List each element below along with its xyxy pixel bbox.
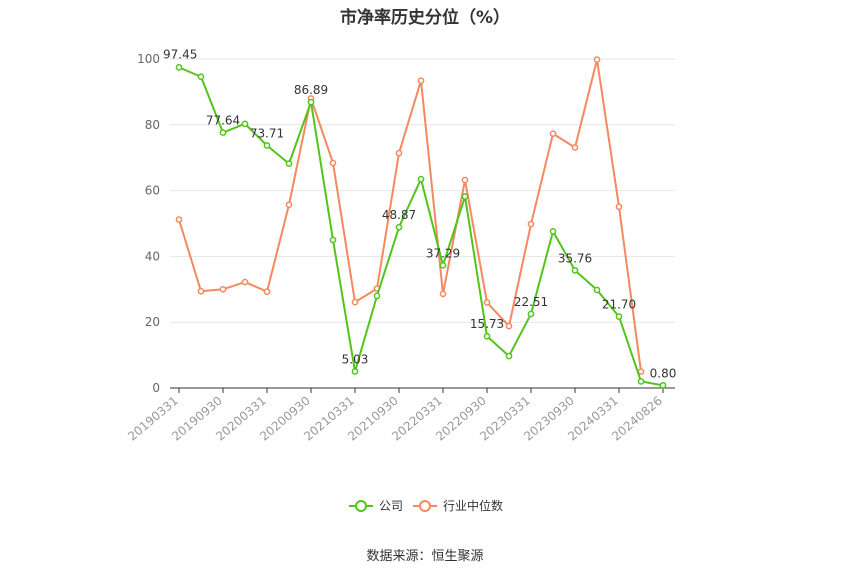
data-point (593, 56, 601, 64)
data-source: 数据来源：恒生聚源 (366, 549, 484, 564)
data-point (263, 142, 271, 149)
y-tick-label: 20 (145, 315, 160, 329)
data-label: 73.71 (250, 126, 284, 140)
data-point (637, 378, 645, 385)
data-point (571, 266, 579, 274)
legend-industry-label: 行业中位数 (443, 498, 503, 513)
data-label: 5.03 (342, 352, 369, 366)
data-label: 35.76 (558, 251, 592, 265)
data-point (549, 228, 557, 235)
data-point (527, 220, 535, 228)
data-point (395, 223, 403, 231)
data-label: 86.89 (294, 83, 328, 97)
data-point (219, 285, 227, 293)
data-point (505, 352, 513, 360)
data-point (417, 77, 425, 85)
data-point (615, 313, 623, 320)
data-point (615, 203, 623, 211)
data-point (175, 64, 183, 71)
data-point (505, 322, 513, 330)
data-point (395, 149, 403, 157)
data-point (197, 73, 205, 81)
data-point (549, 130, 557, 138)
data-label: 77.64 (206, 114, 240, 128)
data-point (527, 310, 535, 318)
y-tick-label: 40 (145, 249, 160, 263)
legend-company-label: 公司 (379, 499, 403, 513)
y-tick-label: 80 (145, 118, 160, 132)
data-point (285, 201, 293, 209)
data-point (417, 175, 425, 183)
data-point (461, 193, 469, 200)
data-point (241, 278, 249, 286)
data-point (285, 160, 293, 167)
data-point (329, 159, 337, 167)
data-point (263, 288, 271, 295)
legend-company-marker (355, 500, 367, 512)
legend-industry-marker (419, 500, 431, 512)
series-line-industry (178, 58, 642, 372)
data-point (593, 286, 601, 294)
data-point (329, 236, 337, 244)
data-point (351, 368, 359, 375)
series-line-company (178, 66, 664, 387)
y-tick-label: 0 (152, 381, 160, 395)
data-point (197, 287, 205, 295)
data-point (241, 120, 249, 128)
data-point (461, 176, 469, 184)
data-point (439, 290, 447, 298)
data-point (175, 216, 183, 223)
data-point (483, 332, 491, 340)
data-label: 0.80 (650, 366, 677, 380)
data-point (351, 298, 359, 306)
data-point (373, 292, 381, 300)
data-label: 48.87 (382, 208, 416, 222)
y-tick-label: 60 (145, 184, 160, 198)
y-tick-label: 100 (137, 52, 160, 66)
data-point (307, 98, 315, 106)
data-label: 97.45 (163, 47, 197, 61)
data-point (483, 299, 491, 306)
chart-title: 市净率历史分位（%） (339, 8, 511, 28)
data-point (659, 382, 667, 389)
data-label: 22.51 (514, 295, 548, 309)
data-point (219, 129, 227, 136)
data-label: 37.29 (426, 246, 460, 260)
data-point (571, 144, 579, 151)
data-label: 15.73 (470, 317, 504, 331)
data-point (439, 261, 447, 269)
data-label: 21.70 (602, 298, 636, 312)
